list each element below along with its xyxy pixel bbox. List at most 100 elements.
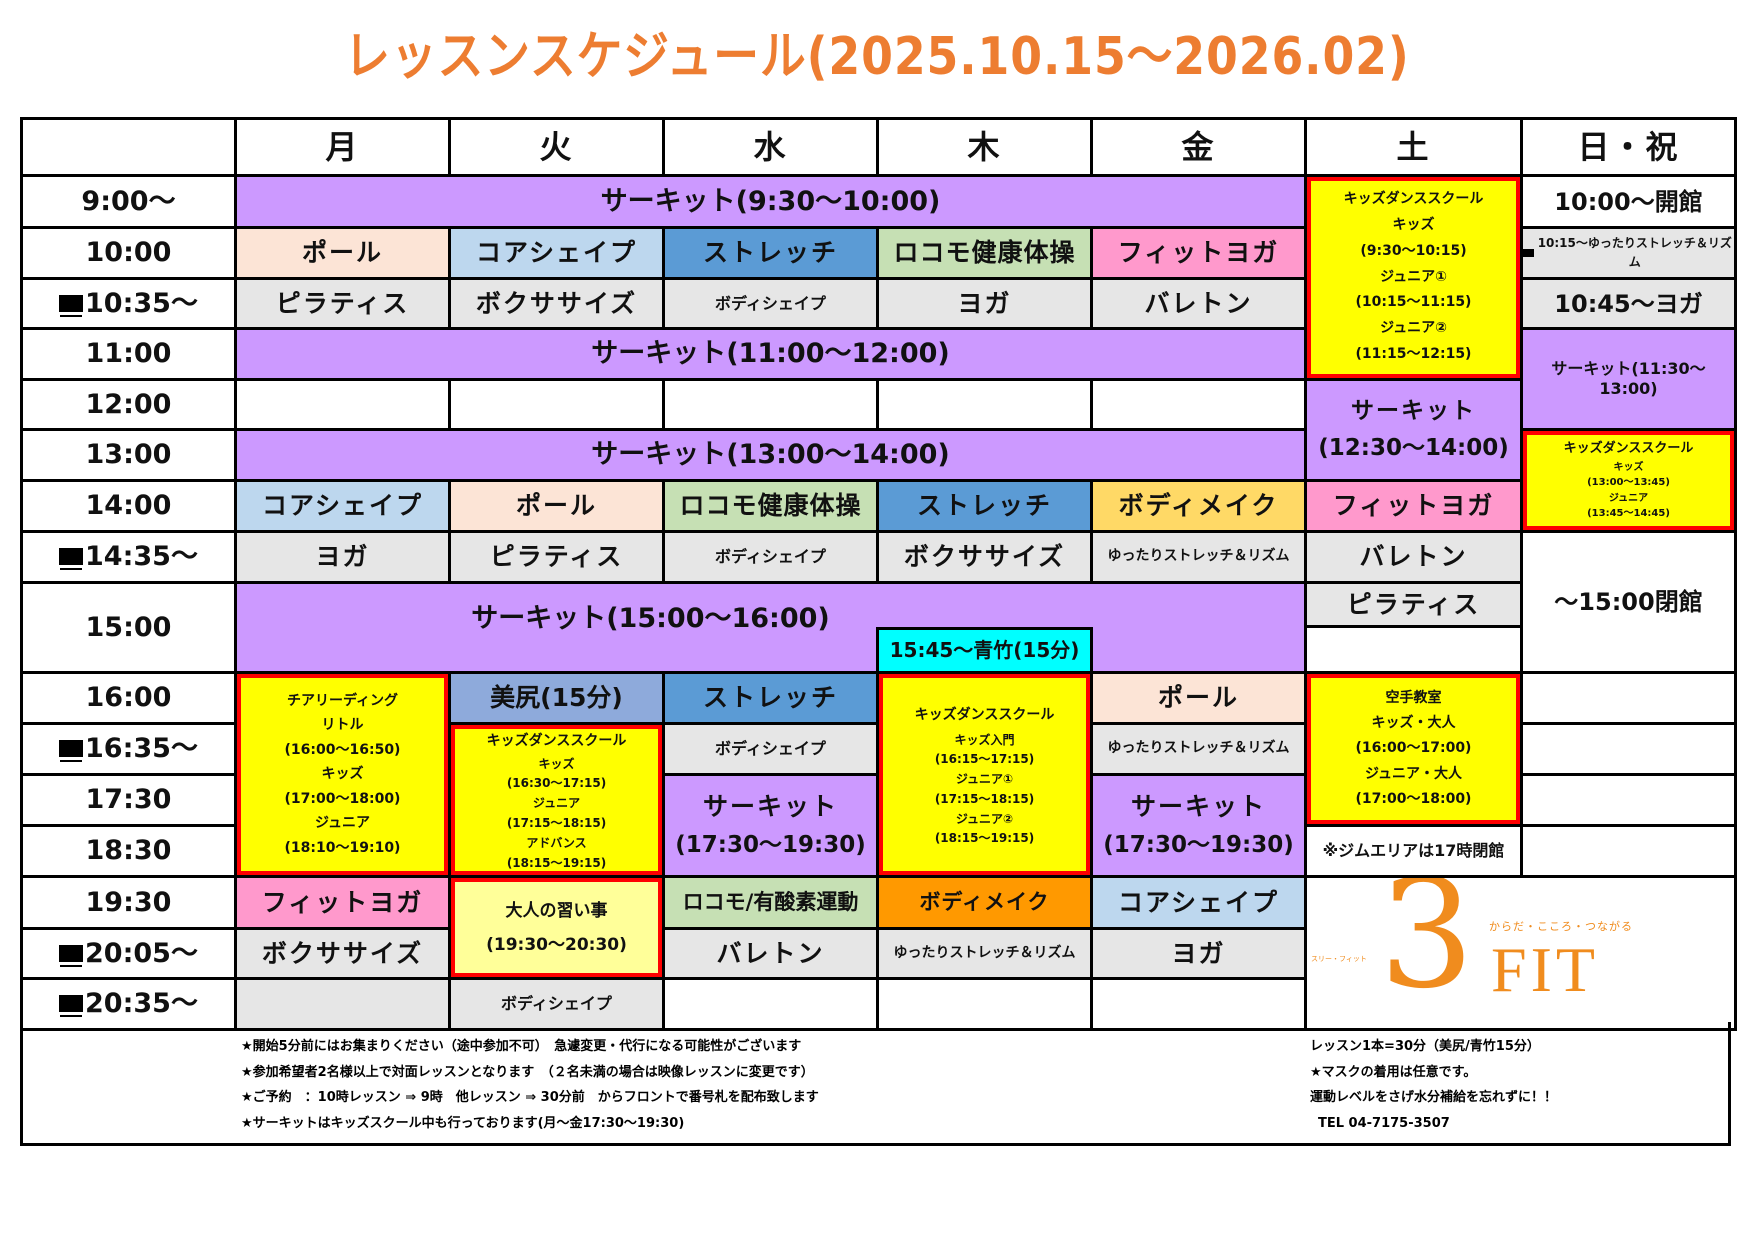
- lesson-core-shape: コアシェイプ: [451, 229, 662, 277]
- empty-cell: [237, 381, 448, 428]
- lesson-text: (16:30～17:15): [506, 776, 607, 791]
- logo-tagline: からだ・こころ・つながる: [1489, 920, 1633, 933]
- empty-cell: [879, 980, 1090, 1028]
- lesson-text: (17:15～18:15): [934, 791, 1035, 806]
- sunday-open: 10:00～開館: [1523, 177, 1734, 226]
- time-text: 16:35～: [85, 733, 198, 765]
- lesson-text: キッズダンススクール: [1343, 190, 1484, 207]
- lesson-text: ジュニア①: [1380, 268, 1447, 285]
- footer-left-notes: ★開始5分前にはお集まりください（途中参加不可） 急遽変更・代行になる可能性がご…: [241, 1034, 819, 1136]
- time-text: 20:35～: [85, 988, 198, 1020]
- lesson-text: キッズダンススクール: [1563, 441, 1694, 457]
- lesson-kids-dance-saturday: キッズダンススクール キッズ (9:30～10:15) ジュニア① (10:15…: [1307, 177, 1520, 378]
- lesson-yoga-sunday: 10:45～ヨガ: [1523, 280, 1734, 327]
- lesson-text: (19:30～20:30): [486, 934, 627, 955]
- lesson-pilates: ピラティス: [237, 280, 448, 327]
- lesson-circuit: サーキット(13:00～14:00): [237, 431, 1304, 479]
- lesson-locomo: ロコモ健康体操: [665, 482, 876, 530]
- lesson-aotake: 15:45～青竹(15分): [876, 627, 1093, 674]
- time-label-video: 14:35～: [23, 533, 234, 581]
- lesson-kids-dance-tuesday: キッズダンススクール キッズ (16:30～17:15) ジュニア (17:15…: [451, 725, 662, 875]
- lesson-fit-yoga: フィットヨガ: [1307, 482, 1520, 530]
- lesson-text: (16:00～16:50): [284, 741, 401, 758]
- time-label: 19:30: [23, 878, 234, 927]
- lesson-kids-dance-sunday: キッズダンススクール キッズ (13:00～13:45) ジュニア (13:45…: [1523, 431, 1734, 530]
- note: ★サーキットはキッズスクール中も行っております(月～金17:30～19:30): [241, 1115, 685, 1131]
- lesson-text: (17:00～18:00): [284, 790, 401, 807]
- lesson-bareton: バレトン: [665, 930, 876, 977]
- note: レッスン1本=30分（美尻/青竹15分）: [1310, 1039, 1540, 1054]
- lesson-locomo-aerobic: ロコモ/有酸素運動: [665, 878, 876, 927]
- tv-monitor-icon: [59, 740, 84, 760]
- lesson-boxercise: ボクササイズ: [879, 533, 1090, 581]
- time-label-video: 10:35～: [23, 280, 234, 327]
- lesson-text: ジュニア②: [1380, 320, 1447, 337]
- empty-cell: [1093, 381, 1304, 428]
- lesson-text: 10:15～ゆったりストレッチ＆リズム: [1537, 235, 1732, 269]
- time-label-video: 20:05～: [23, 930, 234, 977]
- lesson-body-shape: ボディシェイプ: [451, 980, 662, 1028]
- lesson-text: (18:15～19:15): [934, 831, 1035, 846]
- lesson-text: (18:10～19:10): [284, 839, 401, 856]
- day-header: 金: [1093, 120, 1304, 174]
- empty-cell: [665, 381, 876, 428]
- lesson-text: チアリーディング: [286, 692, 399, 709]
- lesson-bishiri: 美尻(15分): [451, 674, 662, 722]
- lesson-text: (16:15～17:15): [934, 752, 1035, 767]
- lesson-relax: ゆったりストレッチ＆リズム: [1093, 533, 1304, 581]
- logo-name: FIT: [1491, 934, 1599, 1005]
- lesson-body-shape: ボディシェイプ: [665, 533, 876, 581]
- lesson-text: ジュニア: [1608, 492, 1649, 504]
- lesson-text: キッズ: [1392, 216, 1435, 233]
- tv-monitor-icon: [59, 548, 84, 568]
- lesson-circuit: サーキット(9:30～10:00): [237, 177, 1304, 226]
- time-label: 10:00: [23, 229, 234, 277]
- lesson-text: (17:00～18:00): [1355, 790, 1472, 807]
- tv-monitor-icon: [59, 995, 84, 1015]
- lesson-text: ジュニア: [532, 796, 581, 811]
- time-label-video: 16:35～: [23, 725, 234, 773]
- empty-cell: [1523, 827, 1734, 875]
- empty-cell: [451, 381, 662, 428]
- lesson-fit-yoga: フィットヨガ: [237, 878, 448, 927]
- lesson-text: 空手教室: [1385, 690, 1442, 707]
- empty-cell: [879, 381, 1090, 428]
- lesson-text: ジュニア①: [955, 772, 1014, 787]
- lesson-boxercise: ボクササイズ: [237, 930, 448, 977]
- lesson-text: ジュニア②: [955, 811, 1014, 826]
- tv-monitor-icon: [59, 944, 84, 965]
- empty-cell: [1523, 725, 1734, 773]
- lesson-pole: ポール: [1093, 674, 1304, 722]
- lesson-text: キッズ: [1613, 461, 1644, 473]
- lesson-karate: 空手教室 キッズ・大人 (16:00～17:00) ジュニア・大人 (17:00…: [1307, 674, 1520, 824]
- lesson-text: (9:30～10:15): [1360, 242, 1467, 259]
- lesson-yoga: ヨガ: [237, 533, 448, 581]
- lesson-text: サーキット: [702, 792, 838, 822]
- lesson-text: (10:15～11:15): [1355, 294, 1472, 311]
- note: ★ご予約 ：10時レッスン ⇒ 9時 他レッスン ⇒ 30分前 からフロントで番…: [241, 1090, 819, 1105]
- tv-monitor-icon: [59, 294, 84, 315]
- time-label: 16:00: [23, 674, 234, 722]
- lesson-text: サーキット(15:00～16:00): [471, 603, 830, 634]
- lesson-body-shape: ボディシェイプ: [665, 280, 876, 327]
- logo-area: スリー・フィット 3 からだ・こころ・つながる FIT: [1307, 878, 1734, 1028]
- lesson-text: (17:30～19:30): [1103, 832, 1294, 859]
- note: 運動レベルをさげ水分補給を忘れずに！！: [1310, 1090, 1558, 1105]
- lesson-bareton: バレトン: [1093, 280, 1304, 327]
- lesson-circuit-sunday: サーキット(11:30～13:00): [1523, 330, 1734, 428]
- lesson-text: (11:15～12:15): [1355, 346, 1472, 363]
- lesson-text: ジュニア・大人: [1364, 765, 1463, 782]
- lesson-boxercise: ボクササイズ: [451, 280, 662, 327]
- day-header: 日・祝: [1523, 120, 1734, 174]
- footer-notes: ★開始5分前にはお集まりください（途中参加不可） 急遽変更・代行になる可能性がご…: [20, 1022, 1731, 1146]
- note: ★参加希望者2名様以上で対面レッスンとなります （２名未満の場合は映像レッスンに…: [241, 1064, 814, 1080]
- empty-cell: [1307, 628, 1520, 671]
- lesson-text: キッズダンススクール: [914, 706, 1055, 723]
- lesson-circuit-evening: サーキット (17:30～19:30): [665, 776, 876, 875]
- empty-cell: [1523, 674, 1734, 722]
- lesson-pole: ポール: [451, 482, 662, 530]
- lesson-yoga: ヨガ: [1093, 930, 1304, 977]
- note: ★マスクの着用は任意です。: [1310, 1064, 1477, 1080]
- lesson-core-shape: コアシェイプ: [237, 482, 448, 530]
- lesson-locomo: ロコモ健康体操: [879, 229, 1090, 277]
